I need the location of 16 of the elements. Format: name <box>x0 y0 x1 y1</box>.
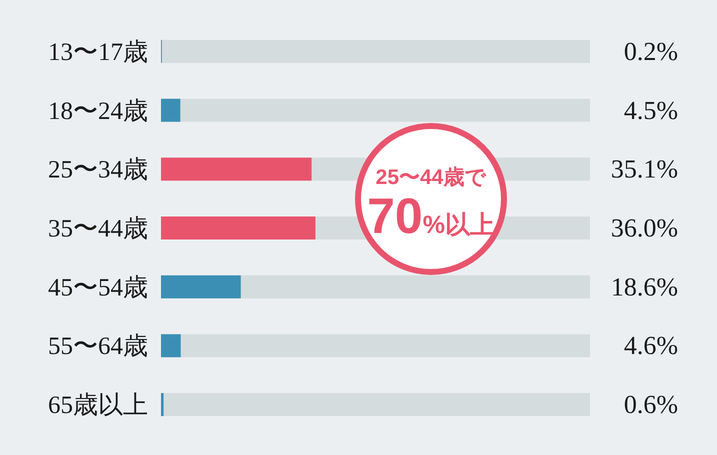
value-label: 4.5% <box>624 96 678 125</box>
category-label: 13〜17歳 <box>48 38 148 66</box>
value-label: 4.6% <box>624 331 678 360</box>
value-label: 18.6% <box>610 272 678 302</box>
category-label: 18〜24歳 <box>48 98 148 125</box>
category-label: 55〜64歳 <box>48 333 148 360</box>
value-label: 0.6% <box>624 390 678 420</box>
category-label: 35〜44歳 <box>48 216 148 242</box>
annotation: 70%以上 <box>367 188 495 244</box>
value-label: 35.1% <box>610 154 678 184</box>
category-label: 25〜34歳 <box>48 156 148 184</box>
annotation: 25〜44歳で <box>376 166 486 189</box>
value-label: 0.2% <box>624 36 678 66</box>
category-label: 65歳以上 <box>48 392 148 420</box>
value-label: 36.0% <box>610 214 678 242</box>
category-label: 45〜54歳 <box>48 274 148 302</box>
